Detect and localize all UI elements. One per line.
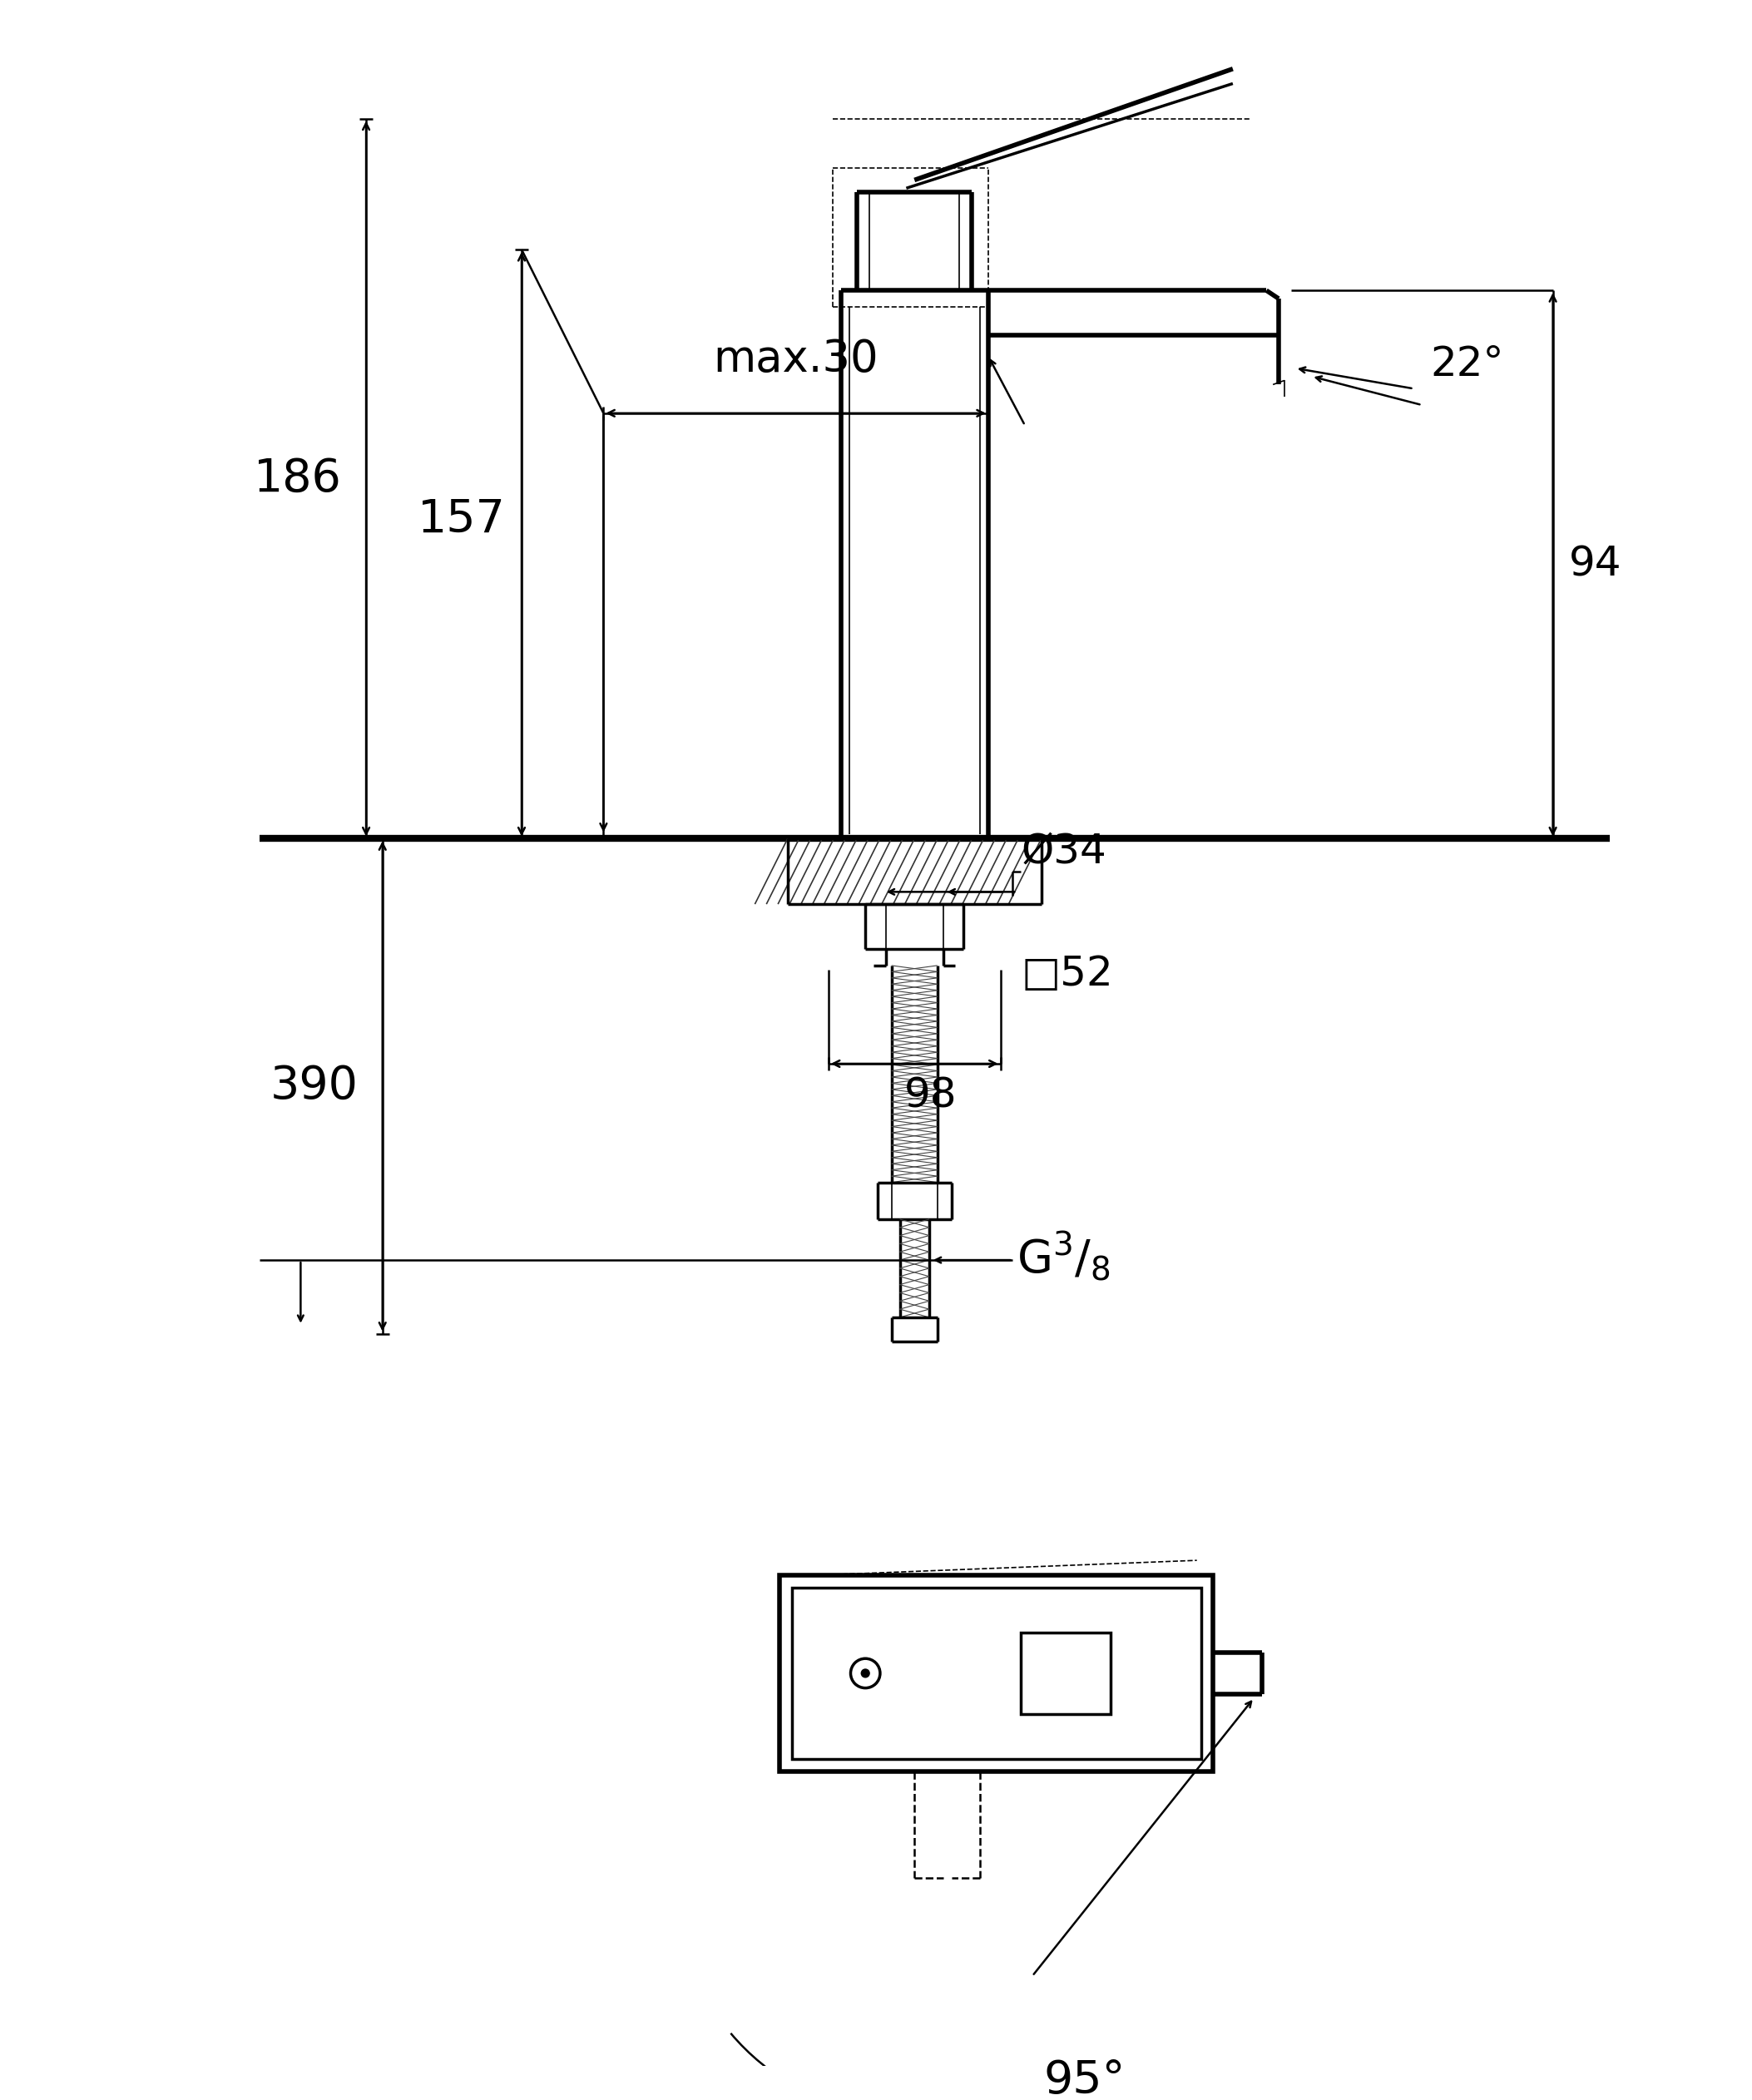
Text: 186: 186 bbox=[254, 456, 342, 502]
Text: Ø34: Ø34 bbox=[1021, 832, 1106, 872]
Text: 22°: 22° bbox=[1430, 344, 1503, 384]
Text: 98: 98 bbox=[904, 1075, 957, 1115]
Text: 157: 157 bbox=[417, 498, 505, 542]
Text: 95°: 95° bbox=[1044, 2058, 1125, 2100]
Circle shape bbox=[862, 1670, 869, 1678]
Text: max.30: max.30 bbox=[713, 338, 878, 380]
Bar bbox=[792, 1588, 1200, 1760]
Text: 94: 94 bbox=[1570, 544, 1622, 584]
Bar bbox=[780, 1575, 1212, 1772]
Text: G$^{\mathregular{3}}$/$_{\mathregular{8}}$: G$^{\mathregular{3}}$/$_{\mathregular{8}… bbox=[1016, 1228, 1111, 1283]
Bar bbox=[1021, 1632, 1111, 1714]
Text: □52: □52 bbox=[1021, 953, 1113, 993]
Text: 390: 390 bbox=[270, 1065, 357, 1109]
